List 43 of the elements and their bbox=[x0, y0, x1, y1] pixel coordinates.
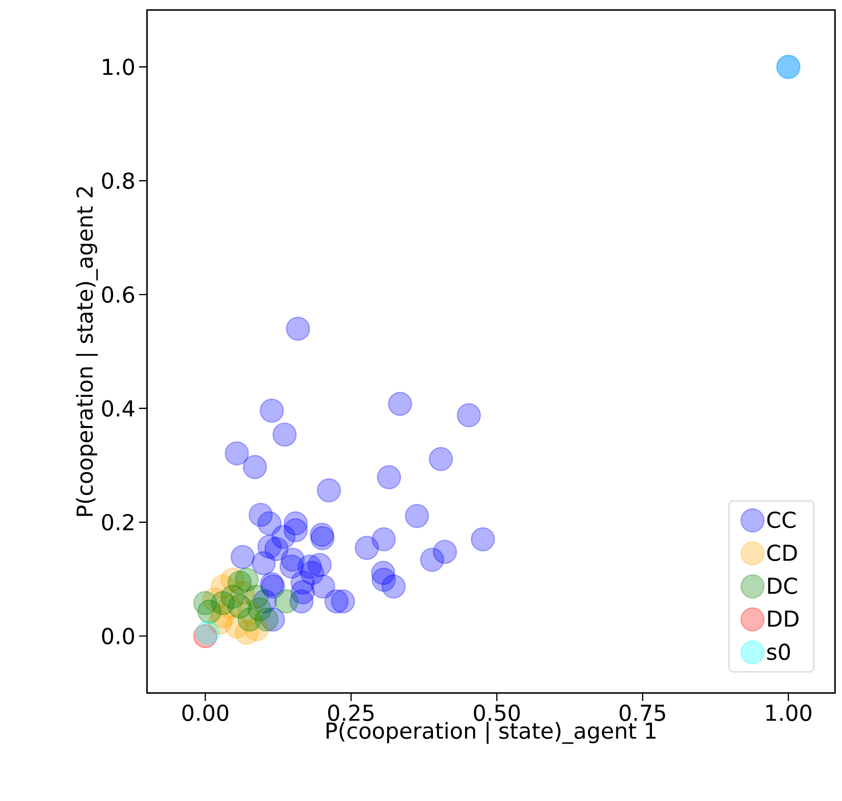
x-tick-label: 0.50 bbox=[474, 704, 520, 722]
point bbox=[224, 441, 249, 466]
x-tick-label: 0.25 bbox=[328, 704, 374, 722]
point bbox=[274, 589, 298, 614]
point bbox=[272, 422, 297, 447]
point bbox=[230, 544, 255, 570]
point bbox=[404, 504, 430, 528]
point bbox=[376, 465, 402, 490]
point bbox=[456, 403, 481, 428]
y-tick-label: 1.0 bbox=[103, 58, 134, 76]
y-tick-label: 0.2 bbox=[102, 514, 134, 531]
y-tick-label: 0.4 bbox=[102, 400, 134, 417]
point bbox=[310, 526, 335, 550]
point bbox=[260, 398, 284, 423]
x-tick-label: 0.75 bbox=[620, 704, 666, 722]
point bbox=[432, 540, 458, 564]
point bbox=[196, 620, 220, 645]
x-axis-title: P(cooperation | state)_agent 1 bbox=[326, 722, 656, 744]
point bbox=[286, 316, 310, 341]
point bbox=[257, 511, 282, 536]
point bbox=[238, 607, 262, 632]
x-tick-label: 1.00 bbox=[766, 704, 812, 722]
y-tick-label: 0.6 bbox=[102, 286, 134, 303]
point bbox=[220, 584, 245, 609]
y-tick-label: 0.0 bbox=[102, 628, 134, 644]
legend-label: CD bbox=[767, 544, 797, 562]
point bbox=[428, 446, 453, 472]
point bbox=[197, 599, 222, 624]
point bbox=[382, 574, 406, 599]
y-axis-title: P(cooperation | state)_agent 2 bbox=[76, 187, 98, 516]
legend-label: CC bbox=[767, 512, 796, 528]
legend-label: DD bbox=[768, 610, 798, 627]
legend-label: s0 bbox=[767, 644, 790, 660]
point bbox=[470, 527, 495, 552]
point bbox=[388, 392, 412, 416]
point bbox=[316, 478, 342, 502]
legend-label: DC bbox=[768, 578, 798, 594]
point bbox=[252, 551, 276, 576]
point bbox=[330, 589, 356, 614]
point bbox=[372, 527, 396, 552]
point bbox=[242, 454, 267, 480]
x-tick-label: 0.00 bbox=[182, 704, 228, 722]
y-tick-label: 0.8 bbox=[102, 172, 134, 190]
